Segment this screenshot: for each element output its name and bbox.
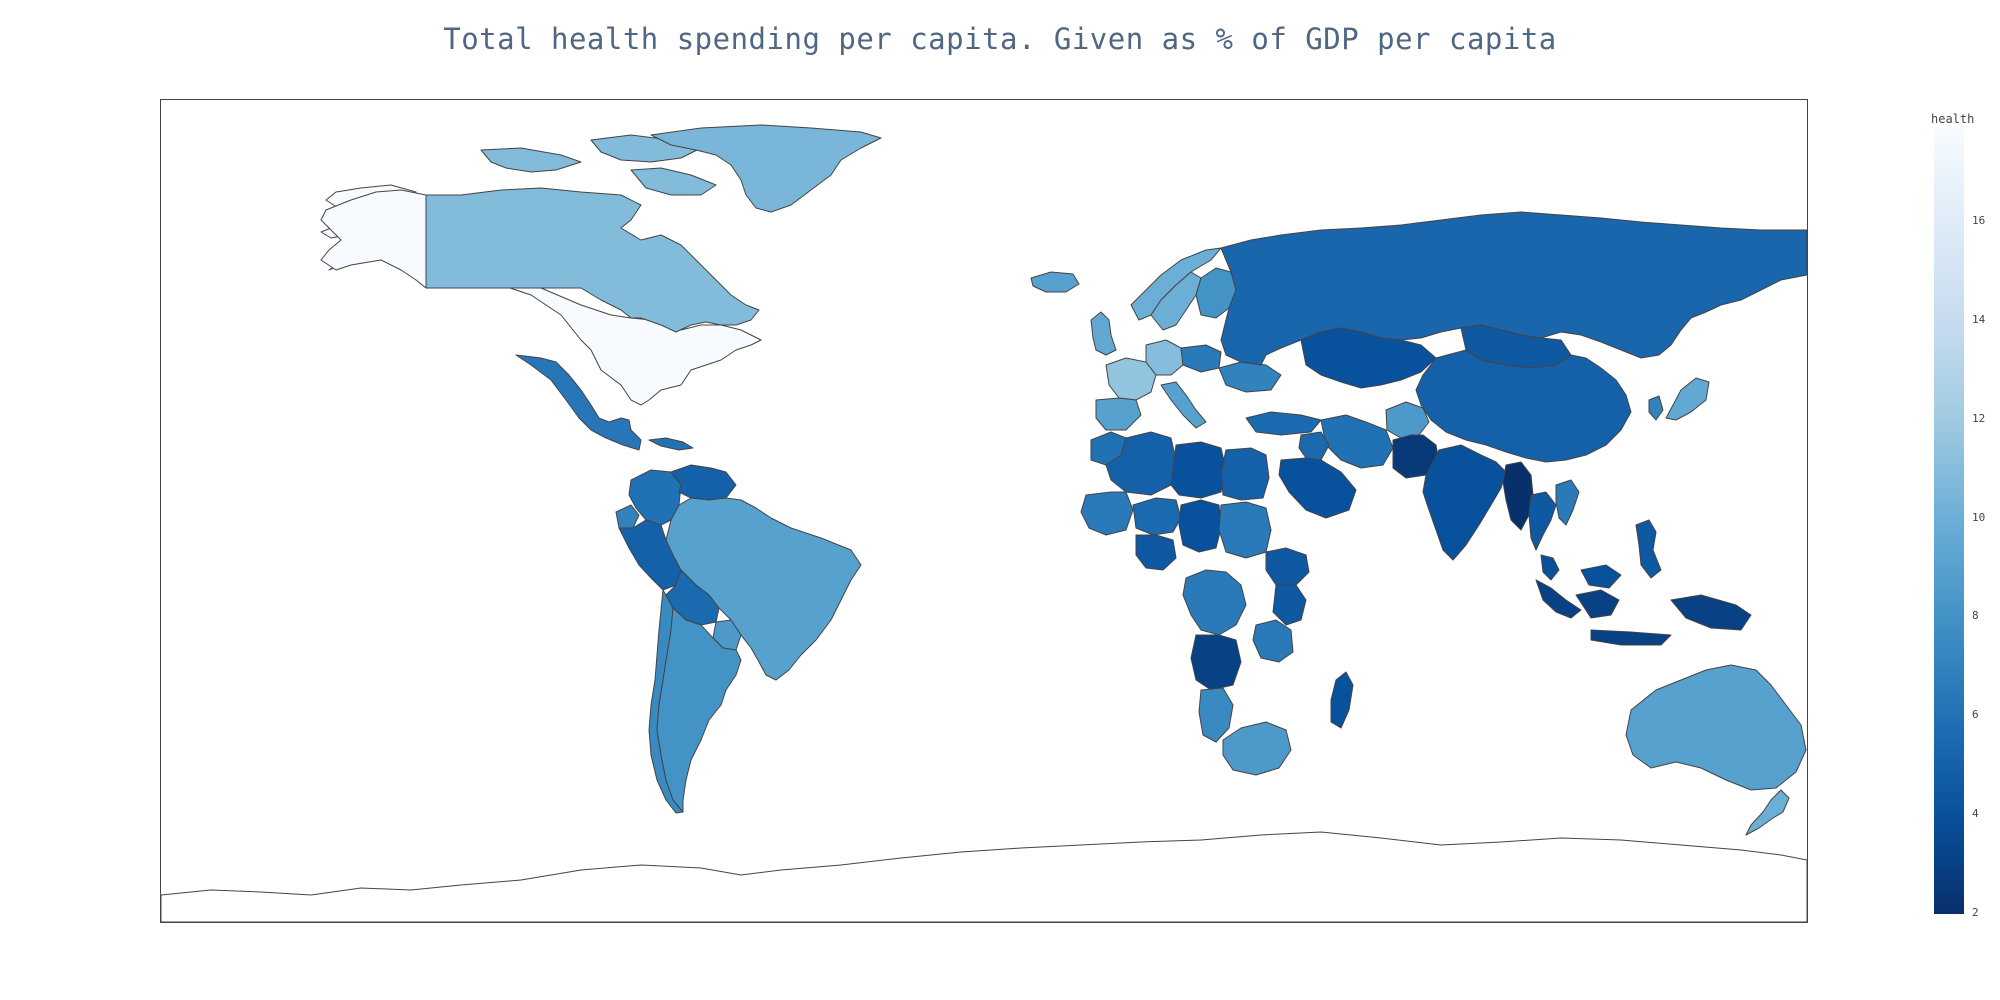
country-united-kingdom — [1090, 311, 1117, 356]
colorbar-tick-label: 14 — [1972, 312, 1986, 326]
country-thailand — [1528, 491, 1557, 551]
colorbar-tick-label: 10 — [1972, 510, 1986, 524]
colorbar-tick-label: 12 — [1972, 411, 1986, 425]
country-canada — [425, 134, 760, 333]
country-cuba — [648, 437, 694, 451]
country-antarctica — [161, 831, 1807, 922]
country-venezuela — [670, 464, 737, 501]
world-map[interactable] — [161, 100, 1807, 922]
country-new-zealand — [1745, 789, 1790, 836]
country-egypt — [1220, 447, 1270, 501]
country-dr-congo — [1182, 569, 1247, 636]
country-italy — [1160, 381, 1207, 429]
country-sudan — [1218, 501, 1272, 559]
country-iceland — [1030, 271, 1080, 293]
country-angola — [1190, 634, 1242, 691]
country-australia — [1625, 664, 1807, 791]
country-kazakhstan — [1300, 327, 1437, 389]
country-malaysia — [1540, 554, 1622, 589]
country-india — [1422, 444, 1507, 561]
colorbar-tick-label: 8 — [1972, 609, 1979, 623]
country-madagascar — [1330, 671, 1354, 729]
colorbar-tick-label: 6 — [1972, 708, 1979, 722]
country-argentina — [656, 607, 742, 813]
colorbar-tick-label: 16 — [1972, 213, 1986, 227]
country-germany — [1145, 339, 1184, 376]
country-ethiopia — [1265, 547, 1310, 586]
country-turkey — [1245, 411, 1322, 436]
country-kenya — [1272, 584, 1307, 626]
country-alaska — [320, 189, 427, 289]
country-japan — [1665, 377, 1710, 421]
country-russia — [1220, 211, 1807, 366]
country-france — [1105, 357, 1157, 401]
map-frame[interactable] — [160, 99, 1808, 923]
country-south-korea — [1648, 395, 1664, 421]
colorbar-tick-label: 4 — [1972, 807, 1979, 821]
country-philippines — [1635, 519, 1662, 579]
country-indonesia — [1535, 579, 1752, 646]
chart-title: Total health spending per capita. Given … — [443, 22, 1557, 56]
country-mexico — [515, 354, 642, 451]
country-china — [1415, 349, 1632, 463]
country-ecuador — [615, 504, 640, 529]
country-tanzania — [1252, 619, 1294, 663]
country-myanmar — [1502, 461, 1534, 531]
country-ukraine — [1218, 361, 1282, 393]
country-chad — [1178, 499, 1222, 553]
country-niger — [1132, 497, 1182, 536]
colorbar-gradient — [1934, 128, 1964, 914]
colorbar-tick-label: 2 — [1972, 906, 1979, 919]
country-libya — [1170, 441, 1227, 499]
country-south-africa — [1222, 721, 1292, 776]
country-poland — [1180, 344, 1222, 373]
colorbar-title: health — [1931, 112, 1975, 126]
country-algeria — [1105, 431, 1177, 496]
country-vietnam — [1555, 479, 1580, 526]
country-mali — [1080, 491, 1134, 536]
country-greenland — [650, 124, 882, 213]
country-afghanistan — [1385, 401, 1430, 439]
country-namibia — [1198, 687, 1234, 743]
colorbar — [1934, 128, 1964, 914]
country-spain — [1095, 397, 1142, 431]
country-iran — [1320, 414, 1394, 469]
country-saudi-arabia — [1278, 457, 1357, 519]
country-nigeria — [1135, 534, 1177, 571]
